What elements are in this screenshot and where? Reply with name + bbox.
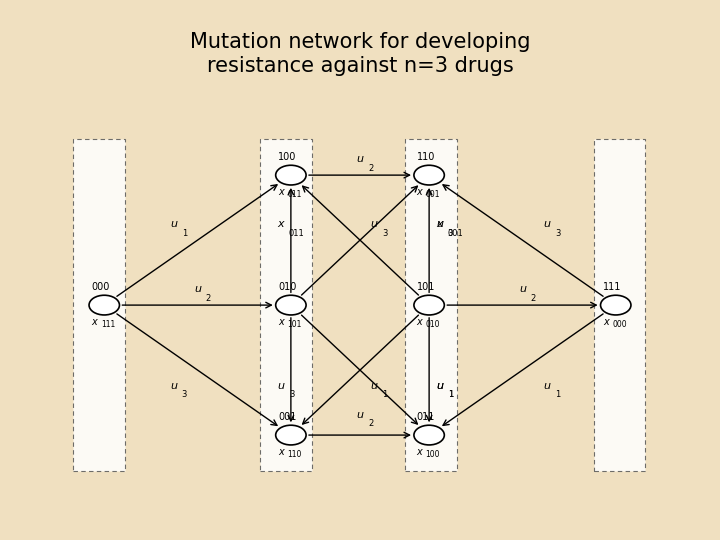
Text: 101: 101 bbox=[416, 282, 435, 292]
Text: 100: 100 bbox=[426, 450, 440, 460]
Text: u: u bbox=[194, 285, 201, 294]
Text: 1: 1 bbox=[382, 390, 387, 399]
Text: 011: 011 bbox=[287, 191, 302, 199]
Text: x: x bbox=[416, 187, 422, 197]
Text: u: u bbox=[543, 381, 550, 391]
Text: 2: 2 bbox=[369, 420, 374, 428]
Text: 111: 111 bbox=[101, 320, 115, 329]
Text: 010: 010 bbox=[426, 320, 440, 329]
Text: 1: 1 bbox=[555, 390, 560, 399]
Circle shape bbox=[276, 165, 306, 185]
Bar bbox=[73, 139, 125, 471]
Text: 110: 110 bbox=[287, 450, 302, 460]
Text: 3: 3 bbox=[448, 229, 453, 238]
Text: x: x bbox=[278, 317, 284, 327]
Text: u: u bbox=[370, 381, 377, 391]
Text: 1: 1 bbox=[448, 390, 453, 399]
Text: u: u bbox=[436, 381, 443, 391]
Text: 3: 3 bbox=[289, 390, 294, 399]
Text: x: x bbox=[416, 447, 422, 457]
Text: 100: 100 bbox=[278, 152, 297, 161]
Text: 001: 001 bbox=[426, 191, 440, 199]
Text: u: u bbox=[370, 219, 377, 230]
Text: u: u bbox=[356, 154, 364, 165]
Circle shape bbox=[89, 295, 120, 315]
Text: 2: 2 bbox=[531, 294, 536, 303]
Text: x: x bbox=[436, 219, 443, 230]
Text: 011: 011 bbox=[416, 411, 435, 422]
Text: 011: 011 bbox=[289, 229, 305, 238]
Bar bbox=[405, 139, 456, 471]
Text: u: u bbox=[519, 285, 526, 294]
Circle shape bbox=[276, 295, 306, 315]
Text: 2: 2 bbox=[206, 294, 211, 303]
Text: 001: 001 bbox=[278, 411, 297, 422]
Bar bbox=[260, 139, 312, 471]
Text: 000: 000 bbox=[91, 282, 110, 292]
Text: x: x bbox=[603, 317, 609, 327]
Text: 010: 010 bbox=[278, 282, 297, 292]
Text: x: x bbox=[416, 317, 422, 327]
Text: 111: 111 bbox=[603, 282, 621, 292]
Text: 1: 1 bbox=[448, 390, 453, 399]
Text: u: u bbox=[436, 219, 443, 230]
Text: 101: 101 bbox=[287, 320, 302, 329]
Circle shape bbox=[600, 295, 631, 315]
Text: 001: 001 bbox=[448, 229, 464, 238]
Text: 2: 2 bbox=[369, 164, 374, 173]
Text: 3: 3 bbox=[382, 229, 387, 238]
Text: u: u bbox=[543, 219, 550, 230]
Circle shape bbox=[414, 295, 444, 315]
Text: 000: 000 bbox=[612, 320, 627, 329]
Text: u: u bbox=[277, 381, 284, 391]
Text: u: u bbox=[170, 381, 177, 391]
Bar bbox=[593, 139, 645, 471]
Text: u: u bbox=[170, 219, 177, 230]
Text: u: u bbox=[436, 381, 443, 391]
Text: x: x bbox=[91, 317, 97, 327]
Circle shape bbox=[414, 425, 444, 445]
Text: 110: 110 bbox=[416, 152, 435, 161]
Text: 3: 3 bbox=[555, 229, 560, 238]
Text: x: x bbox=[278, 187, 284, 197]
Text: x: x bbox=[278, 447, 284, 457]
Circle shape bbox=[414, 165, 444, 185]
Circle shape bbox=[276, 425, 306, 445]
Text: u: u bbox=[356, 410, 364, 420]
Text: 3: 3 bbox=[181, 390, 187, 399]
Text: Mutation network for developing
resistance against n=3 drugs: Mutation network for developing resistan… bbox=[190, 32, 530, 76]
Text: x: x bbox=[277, 219, 284, 230]
Text: 1: 1 bbox=[181, 229, 187, 238]
